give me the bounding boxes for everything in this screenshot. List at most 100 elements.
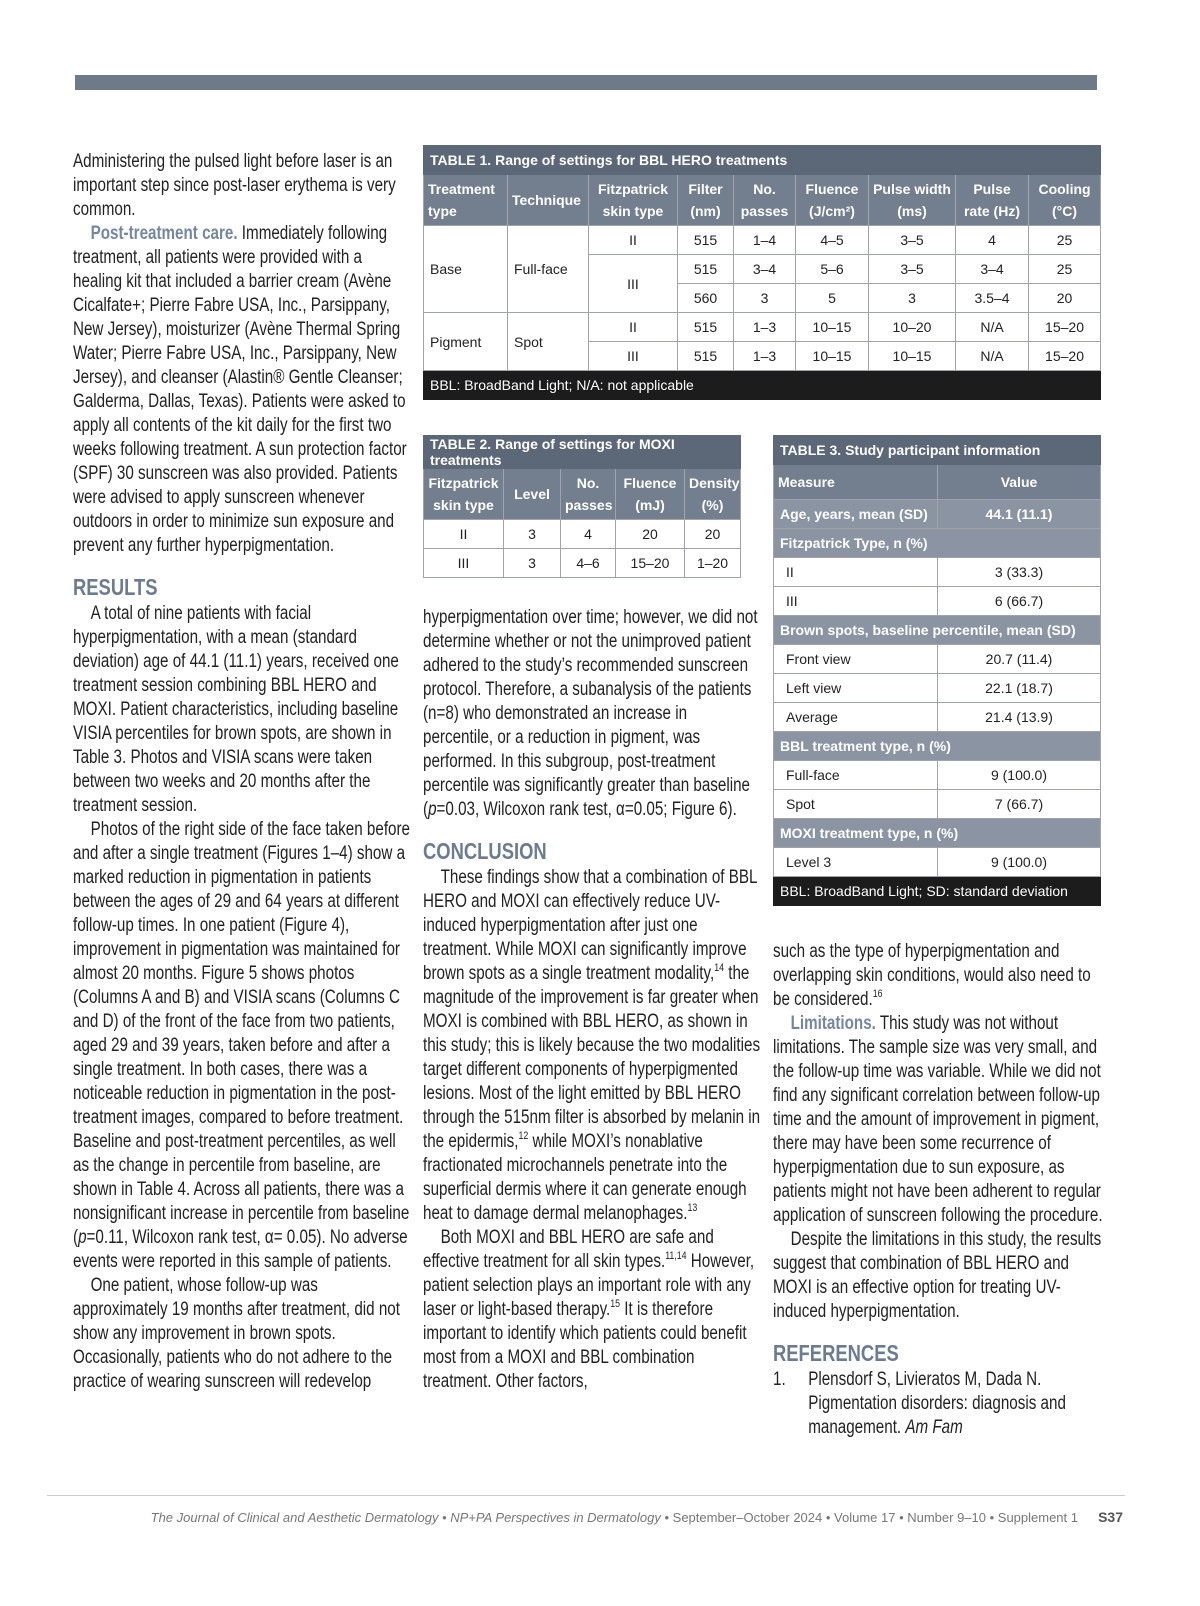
column-header: Fluence (J/cm²) xyxy=(795,174,869,226)
table-cell: Full-face xyxy=(507,225,589,313)
italic-run: The Journal of Clinical and Aesthetic De… xyxy=(150,1510,439,1525)
table-cell: 7 (66.7) xyxy=(937,789,1101,819)
table-row: Spot 7 (66.7) xyxy=(773,789,1101,819)
table-title: TABLE 1. Range of settings for BBL HERO … xyxy=(422,145,1102,175)
table-cell: III xyxy=(773,586,938,616)
column-header: Fitzpatrick skin type xyxy=(588,174,678,226)
table: TABLE 3. Study participant information Me… xyxy=(773,435,1101,906)
table-cell: 515 xyxy=(677,341,734,371)
table-row: Base Full-face II 515 1–4 4–5 3–5 4 25 xyxy=(423,225,1102,313)
text-run: Plensdorf S, Livieratos M, Dada N. Pigme… xyxy=(808,1369,1066,1438)
reference-text: Plensdorf S, Livieratos M, Dada N. Pigme… xyxy=(808,1368,1110,1440)
table-cell: 3 xyxy=(733,283,796,313)
paragraph: hyperpigmentation over time; however, we… xyxy=(423,606,761,822)
table-cell: 3 xyxy=(503,548,561,578)
column-header: Pulse width (ms) xyxy=(868,174,956,226)
header-bar xyxy=(75,75,1097,90)
table-cell: 3–5 xyxy=(868,254,956,284)
table-cell: 515 xyxy=(677,312,734,342)
paragraph: Administering the pulsed light before la… xyxy=(73,150,411,222)
text-run: such as the type of hyperpigmentation an… xyxy=(773,941,1091,1010)
table-row: Fitzpatrick Type, n (%) xyxy=(773,528,1101,558)
header-row: Treatment type Technique Fitzpatrick skin … xyxy=(423,174,1102,226)
title-row: TABLE 1. Range of settings for BBL HERO … xyxy=(422,145,1102,175)
table: TABLE 2. Range of settings for MOXI trea… xyxy=(422,435,742,578)
table-cell: 20 xyxy=(683,519,742,549)
column-header: No. passes xyxy=(733,174,796,226)
text-run: Despite the limitations in this study, t… xyxy=(773,1229,1102,1322)
table-cell: 20 xyxy=(615,519,685,549)
citation: 15 xyxy=(610,1298,621,1310)
section-row: Brown spots, baseline percentile, mean (… xyxy=(773,615,1101,645)
footer: The Journal of Clinical and Aesthetic De… xyxy=(151,1510,1078,1525)
text-run: • September–October 2024 • Volume 17 • N… xyxy=(660,1510,1078,1525)
column: Administering the pulsed light before la… xyxy=(73,150,411,1394)
table-footnote: BBL: BroadBand Light; N/A: not applicabl… xyxy=(422,370,1102,400)
paragraph: Photos of the right side of the face tak… xyxy=(73,818,411,1274)
table-title: TABLE 2. Range of settings for MOXI trea… xyxy=(422,435,742,469)
section-heading: RESULTS xyxy=(73,574,158,600)
citation: 11,14 xyxy=(665,1250,687,1262)
paragraph: These findings show that a combination o… xyxy=(423,866,761,1226)
header-row: Measure Value xyxy=(773,464,1101,500)
table-cell: Spot xyxy=(773,789,938,819)
table-cell: 3–4 xyxy=(955,254,1029,284)
table-cell: 3 (33.3) xyxy=(937,557,1101,587)
table-cell: 515 xyxy=(677,225,734,255)
table-row: Front view 20.7 (11.4) xyxy=(773,644,1101,674)
footer-rule xyxy=(47,1495,1125,1496)
run-in-heading: Limitations. xyxy=(790,1013,876,1034)
text-run: Immediately following treatment, all pat… xyxy=(73,223,407,556)
table-cell: 20 xyxy=(1027,283,1102,313)
italic-run: Am Fam xyxy=(905,1417,963,1438)
table-row: II 3 4 20 20 xyxy=(423,519,742,549)
text-run: Both MOXI and BBL HERO are safe and effe… xyxy=(423,1227,714,1272)
reference: 1. Plensdorf S, Livieratos M, Dada N. Pig… xyxy=(773,1368,1111,1440)
table-row: MOXI treatment type, n (%) xyxy=(773,818,1101,848)
table-cell: 15–20 xyxy=(1027,312,1102,342)
table-cell: 10–20 xyxy=(868,312,956,342)
table-cell: 1–3 xyxy=(733,312,796,342)
table-row: Left view 22.1 (18.7) xyxy=(773,673,1101,703)
table-cell: 9 (100.0) xyxy=(937,760,1101,790)
title-row: TABLE 3. Study participant information xyxy=(773,435,1101,465)
text-run: the magnitude of the improvement is far … xyxy=(423,963,761,1152)
table-cell: Pigment xyxy=(423,312,508,371)
reference-number: 1. xyxy=(773,1369,786,1390)
section-row: Fitzpatrick Type, n (%) xyxy=(773,528,1101,558)
table-cell: Base xyxy=(423,225,508,313)
table-cell: Left view xyxy=(773,673,938,703)
paragraph: such as the type of hyperpigmentation an… xyxy=(773,940,1111,1012)
table-title: TABLE 3. Study participant information xyxy=(773,435,1101,465)
table-cell: 3–5 xyxy=(868,225,956,255)
text-run: Administering the pulsed light before la… xyxy=(73,151,396,220)
column-header: Technique xyxy=(507,174,589,226)
table-row: II 3 (33.3) xyxy=(773,557,1101,587)
text-run: while MOXI’s nonablative fractionated mi… xyxy=(423,1131,747,1224)
table-cell: 4 xyxy=(560,519,616,549)
table-cell: Age, years, mean (SD) xyxy=(773,499,938,529)
column-header: Filter (nm) xyxy=(677,174,734,226)
table-cell: 44.1 (11.1) xyxy=(937,499,1101,529)
table-row: Age, years, mean (SD) 44.1 (11.1) xyxy=(773,499,1101,529)
column-header: Measure xyxy=(773,464,938,500)
italic-run: NP+PA Perspectives in Dermatology xyxy=(450,1510,661,1525)
text-run: =0.03, Wilcoxon rank test, α=0.05; Figur… xyxy=(436,799,737,820)
text-run: These findings show that a combination o… xyxy=(423,867,757,984)
table-row: III 6 (66.7) xyxy=(773,586,1101,616)
table-row: BBL treatment type, n (%) xyxy=(773,731,1101,761)
column-header: No. passes xyxy=(560,468,616,520)
table-row: Average 21.4 (13.9) xyxy=(773,702,1101,732)
table-cell: N/A xyxy=(955,341,1029,371)
italic-run: p xyxy=(78,1227,87,1248)
column-header: Fluence (mJ) xyxy=(615,468,685,520)
table-cell: III xyxy=(588,341,678,371)
column-header: Treatment type xyxy=(423,174,508,226)
text-run: It is therefore important to identify wh… xyxy=(423,1299,747,1392)
table-cell: 3 xyxy=(868,283,956,313)
table-cell: 25 xyxy=(1027,225,1102,255)
table-cell: Front view xyxy=(773,644,938,674)
section-row: BBL treatment type, n (%) xyxy=(773,731,1101,761)
table-cell: II xyxy=(423,519,504,549)
table-cell: N/A xyxy=(955,312,1029,342)
